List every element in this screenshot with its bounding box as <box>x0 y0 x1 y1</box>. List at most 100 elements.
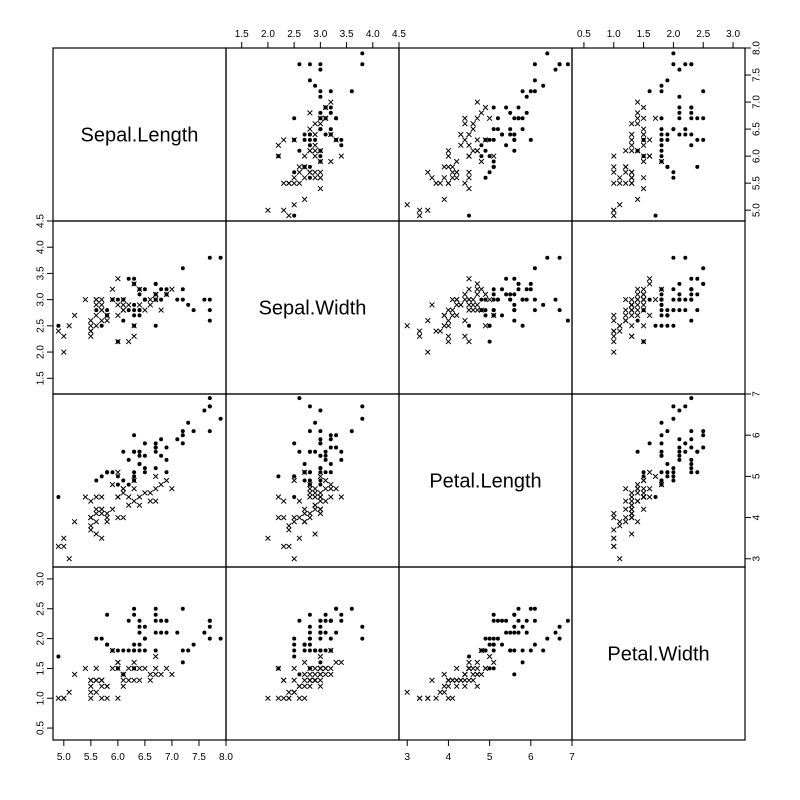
point-dot <box>137 630 142 635</box>
point-cross <box>486 115 493 122</box>
point-dot <box>491 164 496 169</box>
point-dot <box>665 164 670 169</box>
point-cross <box>453 302 460 308</box>
point-cross <box>152 473 159 480</box>
tick-label: 2.5 <box>696 29 710 40</box>
point-cross <box>147 498 154 504</box>
panel-sepal-length-vs-petal-length <box>398 47 573 222</box>
point-cross <box>449 169 456 176</box>
point-dot <box>689 105 694 110</box>
tick-label: 0.5 <box>577 29 591 40</box>
point-cross <box>640 296 647 303</box>
point-cross <box>640 142 647 149</box>
point-dot <box>695 308 700 313</box>
point-dot <box>689 445 694 450</box>
point-cross <box>296 683 303 690</box>
point-dot <box>132 648 137 653</box>
point-dot <box>132 478 137 483</box>
point-cross <box>301 174 308 181</box>
point-cross <box>640 286 647 292</box>
point-dot <box>218 255 223 260</box>
point-cross <box>628 502 635 508</box>
point-dot <box>491 618 496 623</box>
point-dot <box>553 297 558 302</box>
point-cross <box>611 514 617 521</box>
point-cross <box>152 485 159 492</box>
tick-label: 2.5 <box>36 318 47 332</box>
point-dot <box>318 478 323 483</box>
point-dot <box>695 116 700 121</box>
point-dot <box>318 624 323 629</box>
point-dot <box>495 116 500 121</box>
point-cross <box>125 302 132 308</box>
point-cross <box>71 518 78 525</box>
diagonal-label-sepal-width: Sepal.Width <box>259 298 367 320</box>
point-cross <box>291 202 297 208</box>
point-dot <box>180 429 185 434</box>
point-dot <box>532 62 537 67</box>
point-dot <box>360 51 365 56</box>
point-cross <box>466 142 472 149</box>
point-cross <box>88 683 94 690</box>
tick-label: 1.5 <box>637 29 651 40</box>
point-dot <box>334 116 339 121</box>
point-dot <box>508 110 513 115</box>
point-cross <box>131 333 137 340</box>
point-dot <box>659 148 664 153</box>
point-cross <box>333 659 339 666</box>
panel-sepal-width-vs-sepal-width: Sepal.Width <box>225 220 400 395</box>
point-cross <box>616 523 623 529</box>
point-dot <box>339 143 344 148</box>
point-dot <box>659 433 664 438</box>
point-cross <box>152 671 159 678</box>
point-dot <box>671 474 676 479</box>
point-cross <box>307 494 313 500</box>
point-cross <box>317 473 324 480</box>
point-dot <box>671 62 676 67</box>
point-cross <box>286 212 292 219</box>
point-cross <box>291 665 297 672</box>
point-cross <box>616 323 623 329</box>
point-dot <box>491 666 496 671</box>
point-cross <box>445 695 452 701</box>
point-dot <box>483 313 488 318</box>
point-dot <box>142 287 147 292</box>
point-cross <box>652 473 659 480</box>
point-dot <box>512 116 517 121</box>
point-dot <box>191 642 196 647</box>
point-dot <box>153 297 158 302</box>
point-cross <box>93 665 100 672</box>
point-cross <box>622 506 629 513</box>
point-cross <box>147 296 154 303</box>
point-dot <box>121 318 126 323</box>
point-dot <box>207 618 212 623</box>
point-cross <box>425 695 431 701</box>
point-dot <box>297 449 302 454</box>
point-dot <box>202 408 207 413</box>
point-dot <box>318 630 323 635</box>
point-dot <box>524 287 529 292</box>
tick-label: 4.0 <box>36 240 47 254</box>
point-dot <box>164 470 169 475</box>
point-dot <box>701 116 706 121</box>
point-dot <box>126 482 131 487</box>
point-cross <box>622 296 629 303</box>
tick-label: 2.5 <box>287 29 301 40</box>
point-dot <box>512 318 517 323</box>
point-dot <box>495 127 500 132</box>
point-dot <box>99 636 104 641</box>
tick-label: 4 <box>752 514 763 520</box>
point-dot <box>689 116 694 121</box>
point-dot <box>186 648 191 653</box>
point-dot <box>483 297 488 302</box>
point-dot <box>186 420 191 425</box>
point-dot <box>557 255 562 260</box>
point-dot <box>137 648 142 653</box>
point-dot <box>701 429 706 434</box>
panel-sepal-length-vs-sepal-width <box>225 47 400 222</box>
point-cross <box>611 207 617 213</box>
point-cross <box>291 514 297 521</box>
point-cross <box>286 180 292 186</box>
point-cross <box>120 485 127 492</box>
point-dot <box>126 457 131 462</box>
